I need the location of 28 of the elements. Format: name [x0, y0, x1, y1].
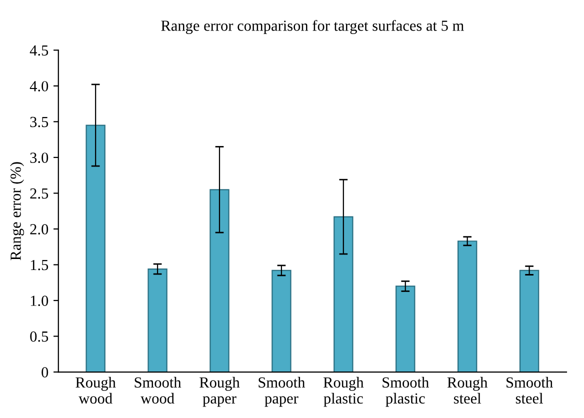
x-tick-label: Smooth wood: [134, 376, 182, 404]
x-tick-label: Rough wood: [76, 376, 116, 404]
bar: [396, 286, 416, 372]
y-tick-label: 0.5: [30, 331, 48, 342]
x-tick-label: Rough paper: [200, 376, 240, 407]
y-tick-label: 0: [42, 367, 48, 378]
bar: [519, 270, 540, 372]
bar: [457, 240, 478, 372]
bar: [210, 189, 230, 372]
bar: [334, 216, 354, 372]
x-tick-label: Smooth paper: [258, 376, 306, 407]
y-tick-label: 1.5: [30, 260, 48, 270]
y-tick-label: 3.5: [30, 116, 48, 128]
y-tick-label: 3.0: [30, 152, 48, 163]
bar: [148, 268, 168, 372]
x-tick-label: Rough steel: [447, 376, 488, 404]
bar: [272, 270, 292, 372]
x-tick-label: Rough plastic: [323, 376, 364, 407]
y-tick-label: 4.5: [30, 45, 48, 56]
y-axis-title: Range error (%): [10, 162, 24, 260]
y-tick-label: 4.0: [30, 81, 48, 92]
x-tick-label: Smooth plastic: [382, 376, 429, 407]
chart-title: Range error comparison for target surfaces at 5 m: [161, 20, 464, 34]
x-tick-label: Smooth steel: [506, 376, 553, 404]
bar: [86, 124, 106, 372]
y-tick-label: 2.0: [30, 224, 48, 234]
y-tick-label: 1.0: [30, 296, 48, 306]
y-tick-label: 2.5: [30, 188, 48, 199]
